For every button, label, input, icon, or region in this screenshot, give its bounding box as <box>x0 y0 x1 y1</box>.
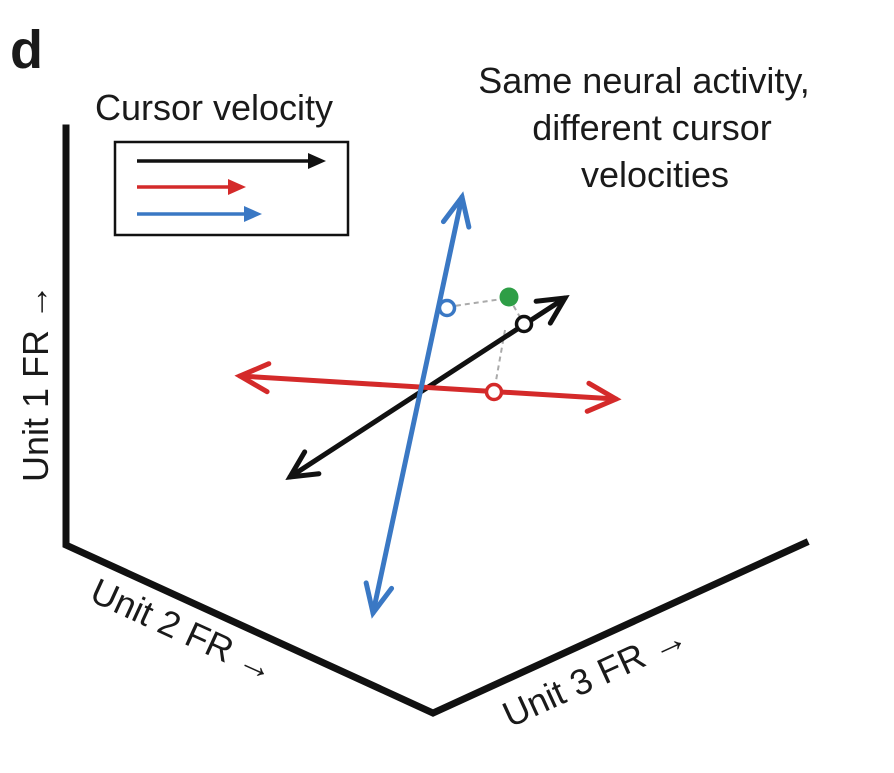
red-projection-point <box>484 382 504 402</box>
annotation: Same neural activity, different cursor v… <box>478 60 809 195</box>
legend-arrow-blue <box>137 206 262 222</box>
black-velocity-axis-head-start <box>285 449 322 481</box>
legend-arrow-black <box>137 153 326 169</box>
legend-arrow-black-head <box>308 153 326 169</box>
axes <box>62 124 810 717</box>
velocity-arrows <box>234 191 622 619</box>
legend-box <box>113 140 350 237</box>
red-velocity-axis-head-end <box>584 380 622 414</box>
red-velocity-axis <box>234 361 622 414</box>
neural-activity-point <box>499 287 519 307</box>
unit1-axis-label: Unit 1 FR → <box>15 284 56 482</box>
axis-frame <box>62 124 810 717</box>
legend: Cursor velocity <box>95 87 350 237</box>
legend-arrows <box>137 153 326 222</box>
legend-title: Cursor velocity <box>95 87 333 128</box>
blue-velocity-axis-shaft <box>370 194 465 616</box>
annotation-line-2: different cursor <box>532 107 771 148</box>
blue-velocity-axis-head-end <box>440 191 472 230</box>
red-velocity-axis-head-start <box>234 361 272 395</box>
unit3-axis-label: Unit 3 FR → <box>496 616 693 736</box>
black-velocity-axis-head-end <box>533 294 570 326</box>
legend-arrow-blue-head <box>244 206 262 222</box>
guide-to-blue <box>446 297 510 308</box>
black-projection-point <box>514 314 534 334</box>
annotation-line-1: Same neural activity, <box>478 60 809 101</box>
activity-points <box>437 287 534 402</box>
legend-arrow-red <box>137 179 246 195</box>
panel-letter: d <box>10 20 43 80</box>
blue-projection-point <box>437 298 457 318</box>
blue-velocity-axis <box>363 191 472 619</box>
legend-arrow-red-head <box>228 179 246 195</box>
projection-guides <box>446 297 525 393</box>
red-velocity-axis-shaft <box>237 373 619 402</box>
annotation-line-3: velocities <box>581 154 729 195</box>
blue-velocity-axis-head-start <box>363 580 395 619</box>
